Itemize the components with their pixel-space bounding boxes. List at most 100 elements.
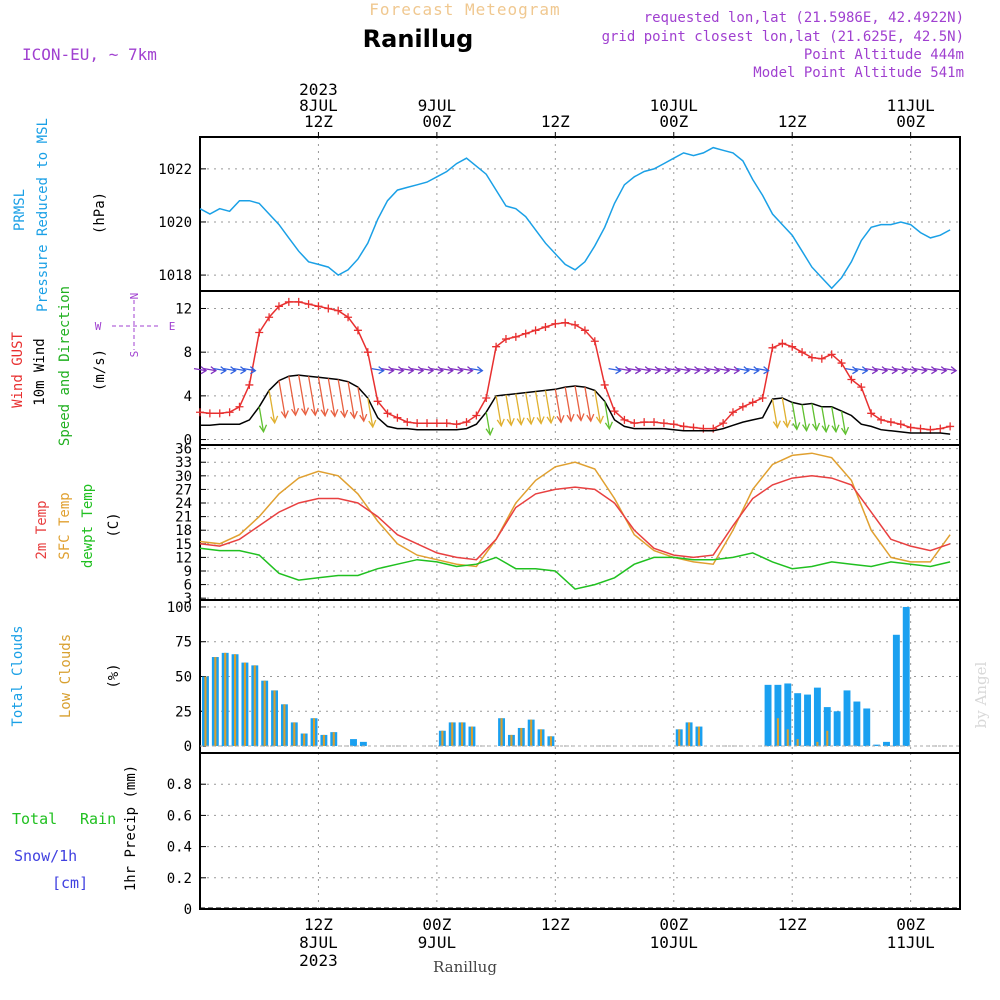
wind-10m-label: 10m Wind — [32, 338, 48, 405]
wind-arrow-head — [743, 366, 750, 375]
low-cloud-bar — [312, 718, 316, 747]
wind-arrow-head — [930, 366, 938, 375]
precip-axis-label: 1hr Precip (mm) — [123, 765, 139, 891]
wind-arrow — [707, 367, 720, 372]
gust-marker — [442, 419, 451, 428]
panel-frame — [199, 444, 961, 601]
low-cloud-bar — [234, 654, 237, 747]
wind-arrow-head — [576, 413, 585, 422]
y-tick-label: 15 — [175, 537, 192, 553]
gust-marker — [867, 409, 876, 418]
temp-2m-label: 2m Temp — [34, 500, 50, 559]
y-tick-label: 50 — [175, 670, 192, 686]
wind-arrow-head — [615, 366, 622, 375]
wind-arrow — [865, 367, 878, 372]
wind-arrow — [564, 387, 572, 422]
wind-arrow — [233, 367, 246, 372]
wind-arrow — [657, 367, 671, 372]
wind-arrow — [697, 367, 710, 372]
y-tick-label: 12 — [175, 301, 192, 317]
y-tick-label: 21 — [175, 510, 192, 526]
top-time-label: 00Z — [896, 112, 925, 131]
compass-e: E — [169, 320, 176, 333]
gust-marker — [482, 394, 491, 403]
bottom-time-label: 00Z — [896, 915, 925, 934]
gust-marker — [571, 320, 580, 329]
wind-arrow — [756, 367, 769, 372]
wind-arrow-head — [310, 407, 319, 417]
wind-arrow-head — [200, 366, 208, 375]
wind-arrow — [243, 367, 256, 372]
wind-arrow — [470, 367, 483, 372]
wind-arrow — [944, 367, 957, 372]
wind-arrow — [618, 367, 631, 372]
y-tick-label: 25 — [175, 704, 192, 720]
gust-marker — [334, 306, 343, 315]
gust-marker — [294, 297, 303, 306]
y-tick-label: 8 — [184, 345, 192, 361]
wind-arrow — [278, 380, 286, 418]
wind-arrow — [544, 390, 552, 423]
wind-arrow — [367, 397, 374, 428]
y-tick-label: 0.6 — [167, 808, 192, 824]
wind-arrow — [317, 377, 326, 416]
wind-arrow — [914, 367, 927, 372]
model-label: ICON-EU, ~ 7km — [22, 45, 157, 64]
dewpt-line — [199, 547, 951, 590]
gust-marker — [758, 394, 767, 403]
wind-arrow-head — [526, 416, 535, 426]
wind-arrow — [647, 367, 661, 372]
low-cloud-bar — [826, 730, 829, 747]
gust-marker — [521, 329, 530, 338]
low-cloud-bar — [224, 652, 227, 747]
gust-marker — [847, 375, 856, 384]
wind-arrow — [628, 367, 641, 372]
bottom-time-label: 2023 — [299, 951, 338, 970]
gust-marker — [501, 335, 510, 344]
top-time-label: 9JUL — [418, 96, 457, 115]
wind-arrow-head — [437, 366, 445, 375]
wind-arrow-head — [801, 423, 811, 432]
y-tick-label: 0.4 — [167, 840, 192, 856]
low-cloud-bar — [796, 739, 799, 747]
sfc-temp-label: SFC Temp — [57, 492, 73, 559]
low-cloud-bar — [253, 665, 256, 747]
gust-marker — [531, 326, 540, 335]
panel-frame — [199, 136, 961, 292]
wind-arrow-head — [911, 366, 918, 375]
precip-rain-label: Rain — [80, 810, 116, 828]
low-cloud-bar — [786, 729, 789, 747]
wind-arrow — [430, 367, 443, 372]
compass-n: N — [128, 293, 141, 300]
low-cloud-bar — [530, 719, 533, 747]
wind-arrow — [717, 367, 730, 372]
wind-arrow — [781, 397, 788, 428]
gust-marker — [580, 326, 589, 335]
wind-arrow — [485, 412, 491, 435]
wind-arrow-head — [388, 366, 395, 375]
wind-arrow-head — [881, 366, 889, 375]
low-cloud-bar — [273, 690, 276, 747]
gust-marker — [679, 422, 688, 431]
wind-arrow — [495, 395, 502, 426]
wind-arrow — [791, 402, 798, 430]
gust-marker — [561, 318, 570, 327]
wind-arrow-head — [280, 410, 289, 419]
low-cloud-bar — [204, 676, 207, 747]
bottom-time-label: 8JUL — [299, 933, 338, 952]
wind-arrow-head — [476, 366, 484, 375]
top-time-label: 12Z — [541, 112, 570, 131]
wind-arrow — [288, 376, 297, 416]
y-tick-label: 0 — [184, 433, 192, 449]
low-clouds-label: Low Clouds — [58, 634, 74, 718]
top-time-label: 10JUL — [650, 96, 698, 115]
wind-arrow — [411, 367, 424, 372]
y-tick-label: 36 — [175, 442, 192, 458]
bottom-time-label: 11JUL — [887, 933, 935, 952]
wind-arrow — [554, 389, 562, 423]
bottom-time-label: 10JUL — [650, 933, 698, 952]
wind-arrow — [440, 367, 453, 372]
low-cloud-bar — [697, 726, 700, 747]
pressure-label-2: Pressure Reduced to MSL — [35, 118, 51, 312]
y-tick-label: 0.8 — [167, 777, 192, 793]
